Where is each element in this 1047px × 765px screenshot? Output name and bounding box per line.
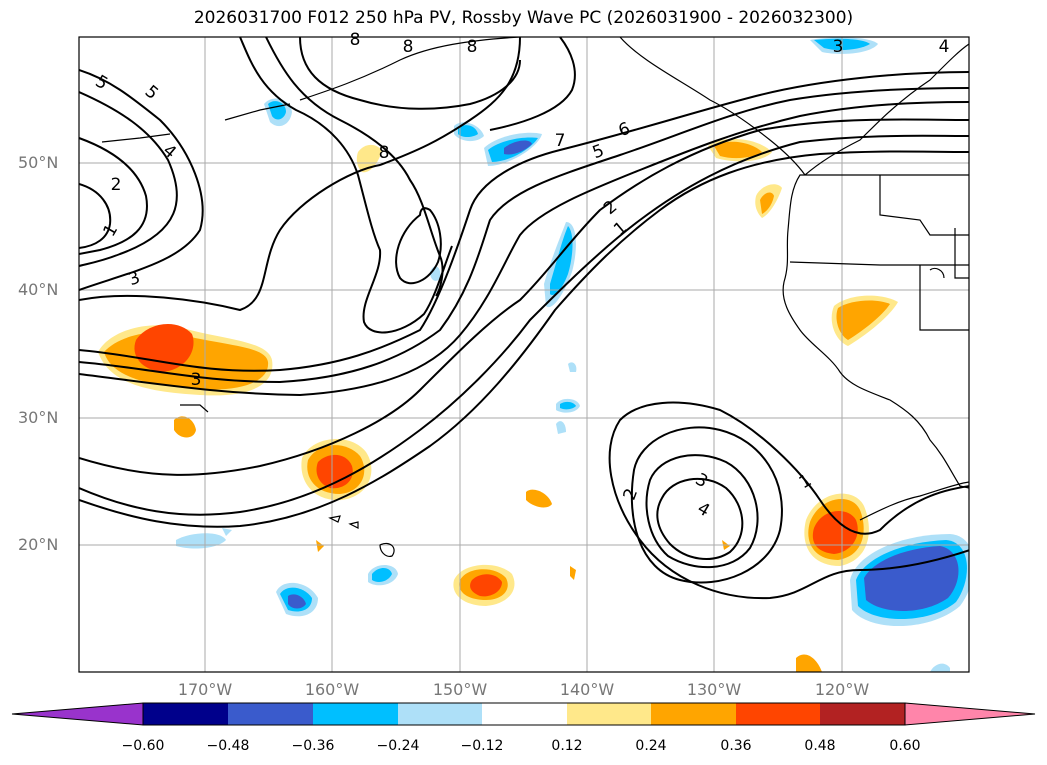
colorbar-tick-label: −0.36 bbox=[291, 738, 335, 754]
colorbar-tick-label: −0.12 bbox=[460, 738, 504, 754]
colorbar-tick-label: 0.36 bbox=[720, 738, 752, 754]
lon-label-160w: 160°W bbox=[304, 680, 360, 699]
colorbar-tick-label: 0.60 bbox=[889, 738, 921, 754]
colorbar-segment bbox=[398, 703, 482, 725]
lat-label-30n: 30°N bbox=[18, 408, 59, 427]
colorbar-extend-max bbox=[904, 702, 1036, 726]
colorbar-tick-label: −0.24 bbox=[376, 738, 420, 754]
colorbar-segment bbox=[228, 703, 313, 725]
map-grid bbox=[79, 37, 969, 672]
pv-contours bbox=[79, 37, 969, 600]
lat-label-40n: 40°N bbox=[18, 280, 59, 299]
lat-label-20n: 20°N bbox=[18, 535, 59, 554]
lat-label-50n: 50°N bbox=[18, 153, 59, 172]
contour-label: 8 bbox=[467, 37, 478, 57]
lon-label-150w: 150°W bbox=[432, 680, 488, 699]
map-area bbox=[79, 37, 969, 672]
lon-label-170w: 170°W bbox=[177, 680, 233, 699]
colorbar-segment bbox=[820, 703, 905, 725]
map-title: 2026031700 F012 250 hPa PV, Rossby Wave … bbox=[193, 8, 854, 28]
colorbar-tick-label: 0.48 bbox=[804, 738, 836, 754]
colorbar-outline bbox=[142, 702, 906, 726]
lon-label-120w: 120°W bbox=[814, 680, 870, 699]
lon-label-130w: 130°W bbox=[686, 680, 742, 699]
contour-label: 8 bbox=[403, 37, 414, 57]
colorbar-extend-min bbox=[11, 702, 144, 726]
colorbar-segment bbox=[736, 703, 820, 725]
coastlines bbox=[101, 37, 969, 557]
contour-label: 3 bbox=[833, 37, 844, 57]
colorbar-segment bbox=[482, 703, 567, 725]
contour-label: 4 bbox=[939, 37, 950, 57]
lon-label-140w: 140°W bbox=[559, 680, 615, 699]
contour-label: 3 bbox=[191, 370, 202, 390]
colorbar-segment bbox=[313, 703, 398, 725]
contour-label: 8 bbox=[379, 143, 390, 163]
map-frame bbox=[78, 36, 970, 673]
colorbar-tick-label: 0.24 bbox=[635, 738, 667, 754]
colorbar-tick-label: −0.60 bbox=[121, 738, 165, 754]
colorbar-tick-label: 0.12 bbox=[551, 738, 583, 754]
colorbar-segment bbox=[143, 703, 228, 725]
contour-label: 7 bbox=[555, 131, 566, 151]
colorbar bbox=[11, 702, 1036, 726]
colorbar-segment bbox=[567, 703, 651, 725]
contour-label: 8 bbox=[350, 30, 361, 50]
contour-label: 2 bbox=[111, 175, 122, 195]
positive-anomalies bbox=[98, 138, 898, 672]
colorbar-tick-label: −0.48 bbox=[206, 738, 250, 754]
colorbar-segment bbox=[651, 703, 736, 725]
